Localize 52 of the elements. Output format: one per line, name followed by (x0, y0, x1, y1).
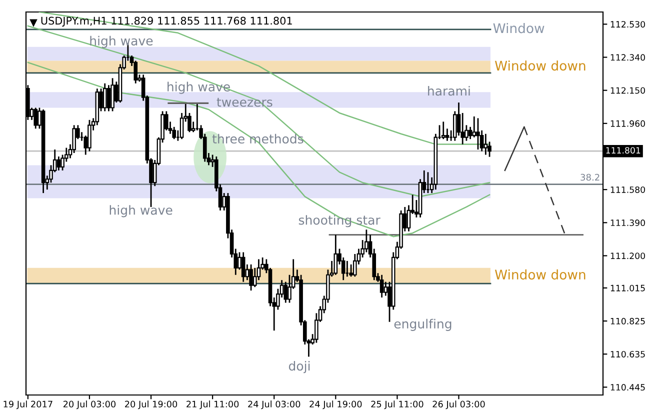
x-tick-label: 21 Jul 11:00 (186, 400, 239, 410)
candlestick (380, 274, 384, 298)
x-tick-label: 26 Jul 03:00 (432, 400, 485, 410)
y-tick-label: 111.200 (610, 252, 645, 260)
candlestick (472, 116, 476, 138)
candlestick (249, 264, 253, 292)
candlestick (88, 119, 92, 152)
candlestick (56, 156, 61, 172)
annotation: engulfing (394, 318, 452, 331)
x-tick-label: 25 Jul 11:00 (371, 400, 424, 410)
x-tick-label: 19 Jul 2017 (4, 400, 52, 410)
candlestick (352, 253, 357, 278)
candlestick (241, 252, 246, 283)
y-tick-label: 111.960 (610, 120, 645, 127)
x-tick-label: 24 Jul 19:00 (310, 400, 362, 410)
candlestick (334, 234, 338, 276)
x-tick-label: 20 Jul 19:00 (125, 400, 178, 410)
line-series (27, 25, 490, 198)
annotation: high wave (110, 205, 172, 218)
line-series (27, 62, 490, 238)
y-tick-label: 110.635 (610, 350, 645, 358)
y-tick-label: 111.390 (610, 220, 645, 226)
candlestick (441, 120, 446, 140)
annotation: high wave (90, 36, 153, 48)
annotation: 38.2 (580, 174, 600, 181)
candlestick (484, 133, 488, 156)
annotation: shooting star (298, 215, 380, 228)
candlestick (110, 77, 114, 112)
x-tick-label: 20 Jul 03:00 (63, 400, 116, 410)
candlestick (102, 82, 107, 112)
band-label: Window down (494, 60, 586, 71)
x-tick-label: 24 Jul 03:00 (248, 400, 300, 410)
ref-line-label: 111.801 (606, 147, 640, 154)
candlestick (476, 118, 480, 150)
y-tick-label: 110.825 (610, 318, 645, 324)
y-tick-label: 112.530 (610, 21, 645, 28)
y-tick-label: 112.150 (610, 87, 645, 94)
y-tick-label: 112.340 (610, 54, 645, 61)
y-tick-label: 111.580 (610, 186, 645, 193)
candlestick (34, 107, 38, 130)
y-tick-label: 110.445 (610, 384, 645, 391)
candlestick (106, 84, 111, 112)
ref-line-label: Window (493, 23, 544, 34)
y-tick-label: 111.015 (610, 284, 645, 292)
annotation: doji (288, 360, 310, 374)
line-series (38, 12, 490, 145)
annotation: harami (428, 86, 470, 96)
chart-title: USDJPY.m,H1 111.829 111.855 111.768 111.801 (41, 16, 292, 27)
band-label: Window down (494, 269, 586, 280)
candlestick (349, 264, 353, 278)
candlestick (445, 128, 450, 142)
candlestick (72, 124, 76, 154)
